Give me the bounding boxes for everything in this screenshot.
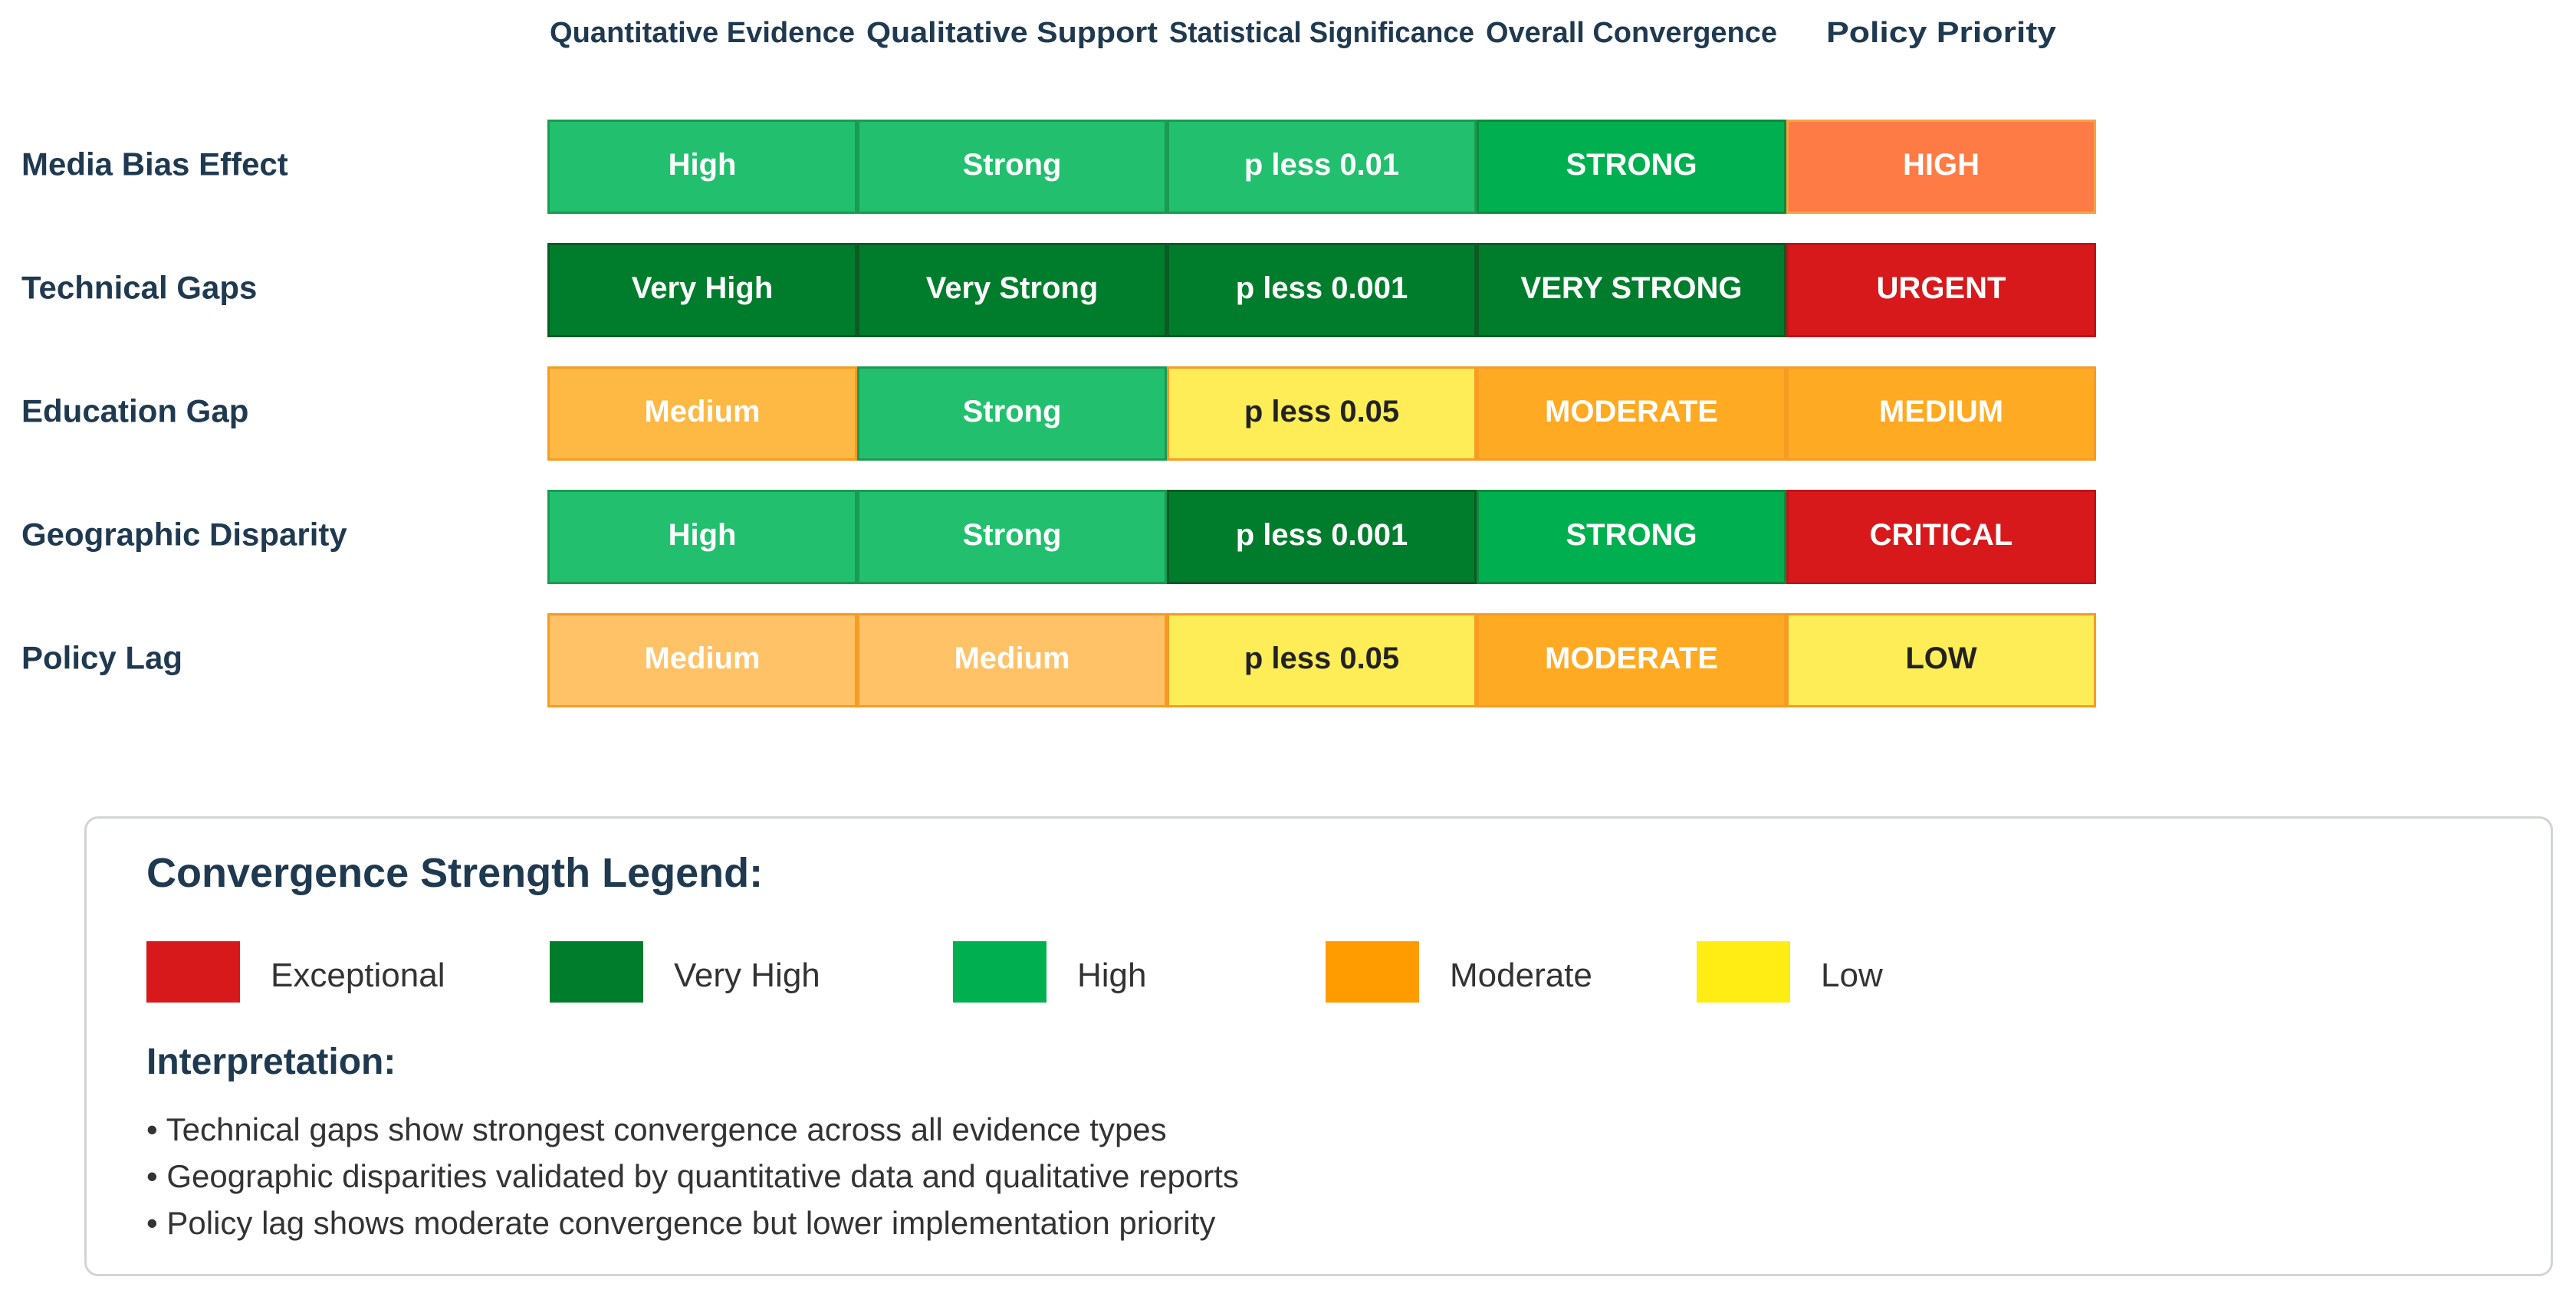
heatmap-cell-label: High [669, 518, 737, 552]
heatmap-cell [1477, 366, 1786, 461]
column-header-statistical-significance: Statistical Significance [1169, 17, 1474, 49]
heatmap-cell-label: Very High [632, 271, 774, 305]
legend-swatch-low [1697, 941, 1790, 1003]
heatmap-cell-label: Strong [963, 395, 1062, 428]
legend-title: Convergence Strength Legend: [146, 850, 764, 896]
heatmap-cell [547, 243, 857, 337]
heatmap-cell-label: LOW [1905, 642, 1977, 675]
heatmap-cell-label: Medium [644, 642, 760, 675]
legend-swatch-exceptional [146, 941, 240, 1003]
heatmap-cell [547, 490, 857, 584]
heatmap-cell-label: p less 0.05 [1244, 642, 1399, 675]
heatmap-cell-label: Very Strong [926, 271, 1099, 305]
heatmap-cell [857, 490, 1167, 584]
heatmap-cell [1167, 613, 1477, 707]
interpretation-bullet: • Policy lag shows moderate convergence … [146, 1205, 1216, 1241]
column-header-quantitative-evidence: Quantitative Evidence [550, 17, 855, 49]
heatmap-cell-label: Strong [963, 148, 1062, 182]
heatmap-cell [1786, 490, 2096, 584]
heatmap-cell [1477, 243, 1786, 337]
column-header-qualitative-support: Qualitative Support [866, 17, 1158, 49]
heatmap-cell [1786, 243, 2096, 337]
heatmap-cell [1477, 613, 1786, 707]
heatmap-cell-label: MODERATE [1545, 642, 1718, 675]
heatmap-cell [1167, 366, 1477, 461]
heatmap-cell-label: p less 0.001 [1236, 518, 1408, 552]
heatmap-cell [857, 120, 1167, 214]
heatmap-cell [1786, 120, 2096, 214]
heatmap-cell [547, 366, 857, 461]
heatmap-cell [1786, 613, 2096, 707]
heatmap-cell-label: CRITICAL [1870, 518, 2013, 552]
heatmap-cell [1167, 243, 1477, 337]
legend-swatch-very-high [550, 941, 643, 1003]
heatmap-cell [547, 613, 857, 707]
interpretation-bullet: • Geographic disparities validated by qu… [146, 1158, 1239, 1194]
heatmap-cell [1477, 120, 1786, 214]
legend-label-exceptional: Exceptional [271, 957, 445, 994]
row-label-policy-lag: Policy Lag [21, 640, 182, 676]
heatmap-cell [1786, 366, 2096, 461]
heatmap-cell [857, 613, 1167, 707]
interpretation-title: Interpretation: [146, 1042, 396, 1082]
legend-swatch-high [953, 941, 1046, 1003]
row-label-geographic-disparity: Geographic Disparity [21, 517, 347, 553]
heatmap-cell-label: p less 0.01 [1244, 148, 1399, 182]
legend-label-low: Low [1821, 957, 1883, 994]
heatmap-cell [1167, 490, 1477, 584]
heatmap-cell [547, 120, 857, 214]
row-label-media-bias-effect: Media Bias Effect [21, 146, 288, 182]
legend-label-very-high: Very High [674, 957, 820, 994]
heatmap-cell-label: p less 0.05 [1244, 395, 1399, 428]
convergence-heatmap: Quantitative Evidence Qualitative Support… [21, 17, 2096, 707]
legend-panel: Convergence Strength Legend: Exceptional… [84, 816, 2553, 1276]
column-header-policy-priority: Policy Priority [1826, 17, 2056, 49]
interpretation-bullet: • Technical gaps show strongest converge… [146, 1111, 1167, 1147]
legend-label-moderate: Moderate [1450, 957, 1592, 994]
heatmap-cell-label: HIGH [1903, 148, 1980, 182]
row-label-education-gap: Education Gap [21, 393, 248, 429]
heatmap-cell [857, 366, 1167, 461]
heatmap-cell-label: STRONG [1566, 148, 1697, 182]
column-header-overall-convergence: Overall Convergence [1486, 17, 1777, 49]
heatmap-cell-label: VERY STRONG [1521, 271, 1743, 305]
heatmap-cell-label: URGENT [1877, 271, 2006, 305]
heatmap-cell-label: MEDIUM [1879, 395, 2003, 428]
heatmap-cell-label: MODERATE [1545, 395, 1718, 428]
legend-label-high: High [1077, 957, 1147, 994]
heatmap-cell-label: Medium [644, 395, 760, 428]
heatmap-cell [1167, 120, 1477, 214]
heatmap-cell-label: p less 0.001 [1236, 271, 1408, 305]
heatmap-cell [857, 243, 1167, 337]
heatmap-cell-label: Strong [963, 518, 1062, 552]
row-label-technical-gaps: Technical Gaps [21, 270, 257, 306]
heatmap-cell-label: Medium [954, 642, 1070, 675]
legend-swatch-moderate [1326, 941, 1419, 1003]
heatmap-cell-label: High [669, 148, 737, 182]
interpretation-list: • Technical gaps show strongest converge… [146, 1106, 1239, 1246]
heatmap-cell-label: STRONG [1566, 518, 1697, 552]
heatmap-cell [1477, 490, 1786, 584]
